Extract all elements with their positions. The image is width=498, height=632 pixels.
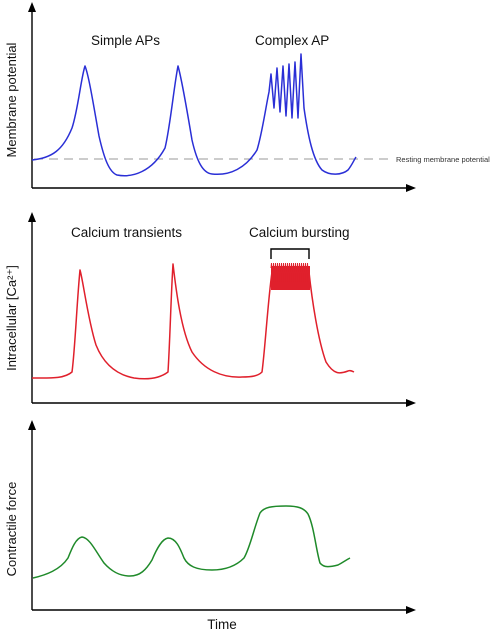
resting-baseline-label: Resting membrane potential — [396, 155, 490, 164]
calcium-bursting-bracket — [270, 248, 310, 259]
annotation-complex-ap: Complex AP — [255, 33, 329, 48]
panel-intracellular-calcium: Calcium transients Calcium bursting Intr… — [4, 212, 416, 407]
ylabel-intracellular-calcium: Intracellular [Ca²⁺] — [4, 265, 19, 371]
ylabel-contractile-force: Contractile force — [4, 482, 19, 577]
y-axis-arrow-force — [28, 420, 36, 430]
calcium-trace — [31, 263, 355, 380]
x-axis-arrow-force — [406, 606, 416, 614]
annotation-simple-aps: Simple APs — [91, 33, 160, 48]
panel-contractile-force: Contractile force — [4, 420, 416, 614]
calcium-burst-oscillation — [270, 262, 309, 283]
x-axis-arrow-calcium — [406, 399, 416, 407]
y-axis-arrow-membrane — [28, 2, 36, 12]
x-axis-arrow-membrane — [406, 184, 416, 192]
xlabel-time: Time — [207, 617, 237, 632]
membrane-trace — [31, 53, 357, 177]
annotation-calcium-bursting: Calcium bursting — [249, 225, 350, 240]
panel-membrane-potential: Resting membrane potential Simple APs Co… — [4, 2, 490, 192]
ylabel-membrane-potential: Membrane potential — [4, 42, 19, 157]
y-axis-arrow-calcium — [28, 212, 36, 222]
force-trace — [32, 505, 351, 579]
annotation-calcium-transients: Calcium transients — [71, 225, 182, 240]
